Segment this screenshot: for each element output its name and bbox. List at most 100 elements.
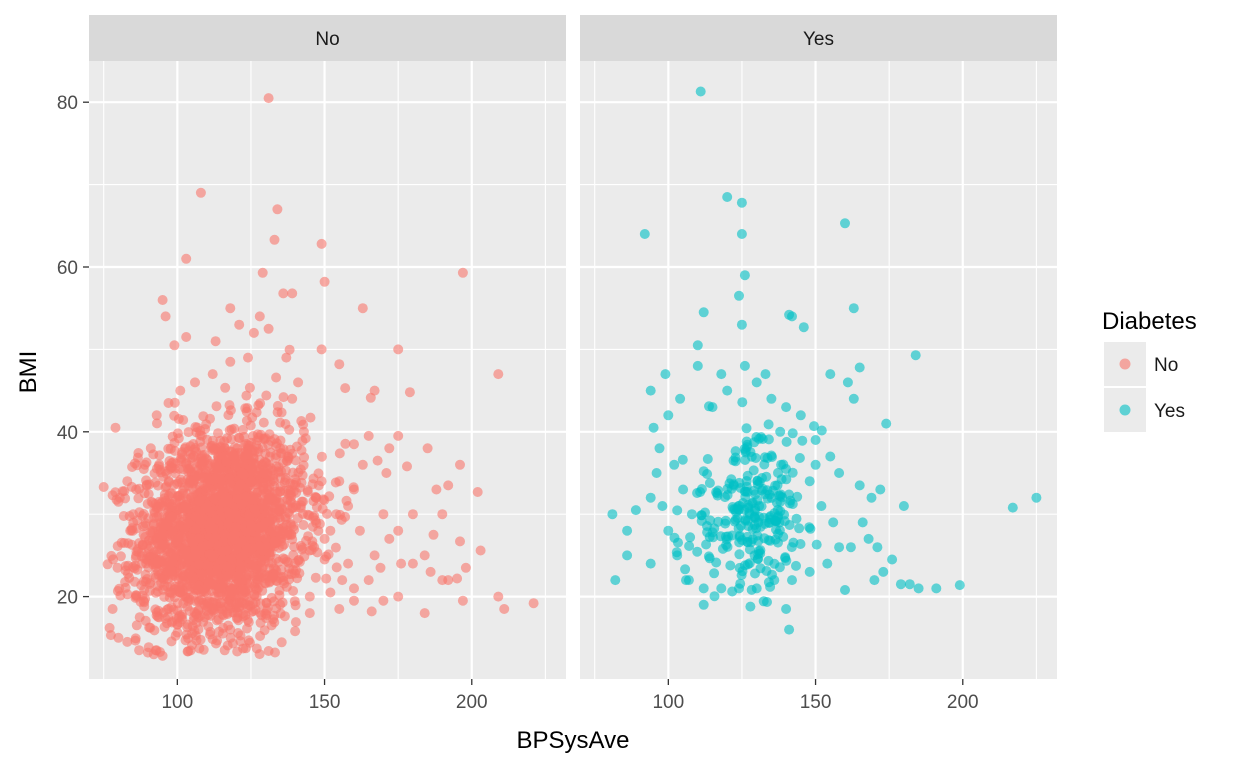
data-point — [340, 438, 351, 449]
data-point — [112, 562, 123, 573]
legend-label-yes: Yes — [1154, 401, 1185, 422]
data-point — [257, 585, 268, 596]
data-point — [278, 553, 289, 564]
data-point — [493, 591, 504, 602]
data-point — [334, 476, 345, 487]
data-point — [692, 360, 703, 371]
data-point — [396, 558, 407, 569]
data-point — [229, 442, 240, 453]
data-point — [316, 238, 327, 249]
facet-panel-no: No — [89, 15, 566, 679]
data-point — [185, 475, 196, 486]
data-point — [235, 479, 246, 490]
data-point — [217, 498, 228, 508]
data-point — [322, 508, 332, 519]
data-point — [313, 525, 324, 536]
data-point — [217, 546, 228, 557]
data-point — [734, 583, 744, 594]
data-point — [251, 643, 262, 654]
data-point — [215, 597, 226, 608]
data-point — [137, 539, 148, 550]
data-point — [166, 458, 177, 468]
data-point — [167, 569, 178, 580]
data-point — [419, 608, 430, 619]
data-point — [740, 491, 751, 502]
x-tick-label: 200 — [947, 692, 979, 713]
data-point — [194, 643, 205, 654]
data-point — [257, 267, 268, 278]
facet-strip-label-yes: Yes — [803, 29, 834, 50]
data-point — [210, 458, 220, 469]
data-point — [223, 590, 234, 600]
data-point — [331, 509, 342, 520]
data-point — [234, 433, 245, 444]
data-point — [167, 557, 178, 567]
data-point — [316, 476, 327, 487]
data-point — [702, 454, 713, 464]
data-point — [402, 461, 412, 472]
data-point — [758, 483, 768, 494]
facet-strip-label-no: No — [315, 29, 339, 50]
data-point — [475, 545, 486, 556]
data-point — [780, 553, 791, 564]
data-point — [241, 574, 252, 585]
data-point — [236, 585, 246, 596]
data-point — [736, 319, 747, 330]
data-point — [734, 549, 745, 560]
x-tick-label: 150 — [309, 692, 341, 713]
data-point — [263, 93, 274, 104]
data-point — [134, 612, 145, 623]
data-point — [164, 477, 174, 488]
data-point — [153, 502, 164, 513]
data-point — [152, 418, 162, 429]
data-point — [610, 575, 621, 586]
data-point — [157, 295, 168, 305]
data-point — [310, 572, 321, 583]
data-point — [255, 617, 266, 628]
data-point — [247, 445, 258, 456]
facet-strip-yes — [580, 15, 1057, 61]
data-point — [349, 484, 359, 495]
x-axis-label: BPSysAve — [517, 727, 630, 754]
data-point — [235, 630, 246, 641]
data-point — [202, 473, 213, 484]
data-point — [253, 522, 264, 533]
data-point — [298, 426, 309, 437]
data-point — [263, 493, 274, 504]
data-point — [425, 566, 436, 577]
data-point — [150, 572, 161, 583]
data-point — [225, 303, 236, 314]
data-point — [363, 575, 374, 586]
data-point — [931, 583, 942, 594]
data-point — [639, 229, 650, 239]
data-point — [711, 557, 722, 568]
data-point — [225, 356, 236, 367]
data-point — [224, 599, 234, 610]
data-point — [260, 457, 271, 468]
data-point — [172, 619, 183, 630]
data-point — [734, 537, 745, 548]
data-point — [119, 486, 130, 497]
data-point — [791, 513, 802, 524]
data-point — [178, 415, 189, 425]
data-point — [319, 554, 330, 565]
data-point — [252, 577, 263, 588]
data-point — [137, 558, 147, 569]
data-point — [208, 443, 219, 454]
data-point — [156, 525, 167, 535]
data-point — [349, 583, 359, 594]
data-point — [310, 515, 321, 526]
data-point — [794, 453, 805, 463]
data-point — [663, 410, 674, 421]
data-point — [784, 624, 795, 635]
data-point — [244, 637, 255, 648]
data-point — [133, 493, 144, 504]
data-point — [287, 448, 298, 459]
data-point — [730, 514, 741, 525]
data-point — [437, 575, 448, 586]
data-point — [138, 596, 149, 607]
data-point — [707, 402, 718, 413]
data-point — [787, 575, 797, 586]
data-point — [244, 382, 255, 393]
